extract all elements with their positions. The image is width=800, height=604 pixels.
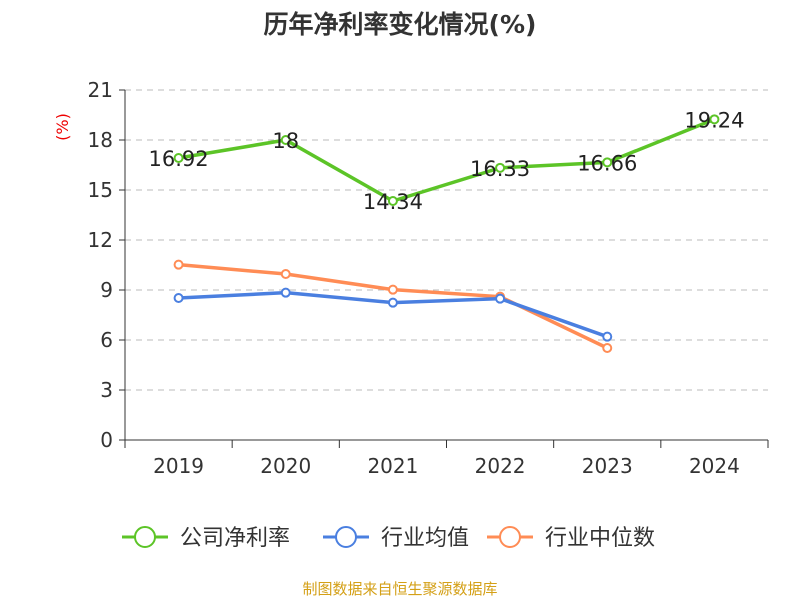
legend-marker bbox=[499, 526, 521, 548]
data-point bbox=[173, 259, 184, 270]
legend-label: 行业中位数 bbox=[545, 526, 655, 551]
data-label: 16.33 bbox=[470, 157, 530, 181]
data-point bbox=[602, 157, 613, 168]
y-tick-label: 6 bbox=[100, 328, 113, 352]
data-label: 19.24 bbox=[684, 108, 744, 132]
data-point bbox=[387, 196, 398, 206]
x-tick-label: 2019 bbox=[153, 454, 204, 478]
y-tick-label: 18 bbox=[88, 128, 113, 152]
data-label: 18 bbox=[272, 129, 299, 153]
data-point bbox=[280, 135, 291, 145]
data-point bbox=[709, 114, 720, 125]
series-line bbox=[178, 117, 716, 203]
y-tick-label: 9 bbox=[100, 278, 113, 302]
data-label: 14.34 bbox=[363, 190, 423, 214]
data-point bbox=[387, 284, 398, 295]
y-tick-label: 0 bbox=[100, 428, 113, 452]
y-tick-label: 3 bbox=[100, 378, 113, 402]
data-point bbox=[280, 287, 291, 298]
legend-marker bbox=[335, 526, 357, 548]
chart-title: 历年净利率变化情况(%) bbox=[264, 10, 537, 39]
x-tick-label: 2024 bbox=[689, 454, 740, 478]
data-point bbox=[280, 269, 291, 279]
data-point bbox=[495, 293, 506, 304]
data-label: 16.66 bbox=[577, 151, 637, 175]
data-point bbox=[495, 162, 506, 173]
x-tick-label: 2020 bbox=[260, 454, 311, 478]
x-tick-label: 2023 bbox=[582, 454, 633, 478]
source-note: 制图数据来自恒生聚源数据库 bbox=[302, 580, 497, 598]
y-tick-label: 12 bbox=[88, 228, 113, 252]
y-tick-label: 15 bbox=[88, 178, 113, 202]
y-tick-label: 21 bbox=[88, 78, 113, 102]
data-point bbox=[602, 331, 613, 342]
legend-label: 公司净利率 bbox=[180, 526, 290, 551]
x-tick-label: 2022 bbox=[475, 454, 526, 478]
data-point bbox=[602, 343, 613, 353]
data-point bbox=[173, 293, 184, 303]
legend-marker bbox=[134, 526, 156, 548]
data-point bbox=[387, 297, 398, 308]
x-tick-label: 2021 bbox=[367, 454, 418, 478]
legend-label: 行业均值 bbox=[381, 526, 469, 551]
y-axis-label: (%) bbox=[53, 113, 72, 141]
data-label: 16.92 bbox=[149, 147, 209, 171]
data-point bbox=[173, 153, 184, 163]
